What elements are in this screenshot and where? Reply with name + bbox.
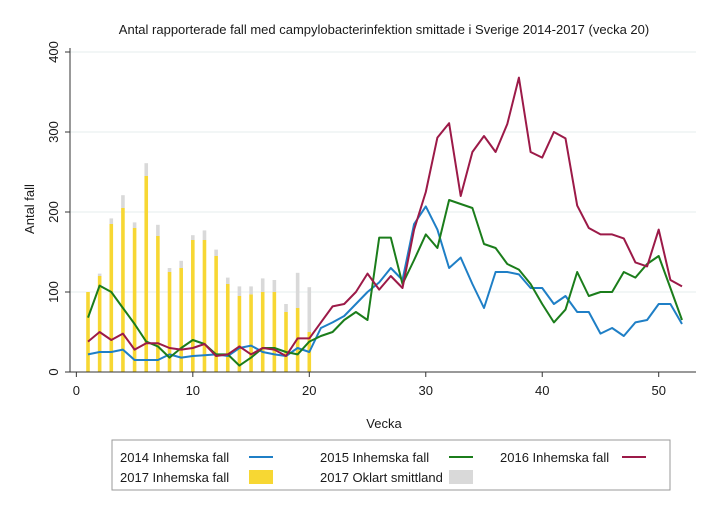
bar-2017-oklart [249,286,253,295]
bar-2017-oklart [295,272,300,308]
bar-2017-oklart [191,235,195,240]
bar-2017-inhemska [109,224,114,372]
x-tick-label: 50 [651,383,665,398]
legend-label: 2017 Oklart smittland [320,470,443,485]
y-tick-label: 400 [46,41,61,63]
legend-label: 2016 Inhemska fall [500,450,609,465]
bar-2017-inhemska [167,272,172,372]
legend: 2014 Inhemska fall 2015 Inhemska fall 2016… [111,439,671,491]
bar-2017-inhemska [156,236,160,372]
y-tick-label: 100 [46,281,61,303]
bar-2017-oklart [156,224,160,236]
series-line-2 [87,76,683,357]
bar-2017-oklart [307,287,312,332]
bar-2017-inhemska [214,256,218,372]
y-tick-label: 300 [46,121,61,143]
bar-2017-oklart [132,222,137,228]
bar-2017-inhemska [132,228,137,372]
bar-2017-inhemska [144,176,149,372]
bar-2017-oklart [97,273,102,276]
bar-2017-inhemska [272,292,277,372]
bar-2017-oklart [214,249,218,256]
legend-label: 2015 Inhemska fall [320,450,429,465]
bar-2017-oklart [225,277,230,284]
bar-2017-inhemska [121,208,125,372]
bar-2017-oklart [202,230,207,240]
bar-2017-oklart [121,195,125,208]
series-line-0 [87,205,683,361]
bar-2017-oklart [272,280,277,292]
bar-2017-inhemska [202,240,207,372]
bar-2017-inhemska [284,312,288,372]
legend-swatch [449,470,473,484]
bar-2017-inhemska [249,294,253,372]
legend-box [111,439,671,491]
x-tick-label: 20 [302,383,316,398]
bar-2017-oklart [284,304,288,312]
bar-2017-inhemska [191,240,195,372]
bar-2017-inhemska [260,292,265,372]
x-tick-label: 40 [535,383,549,398]
bar-2017-oklart [167,268,172,272]
bar-2017-oklart [144,163,149,176]
chart-title: Antal rapporterade fall med campylobacte… [119,22,649,37]
series-line-1 [87,199,683,367]
axes: 0 100 200 300 400 0 10 20 30 40 50 [46,41,696,398]
bar-2017-inhemska [86,292,90,372]
x-tick-label: 0 [73,383,80,398]
y-tick-label: 0 [46,368,61,375]
x-tick-label: 10 [186,383,200,398]
legend-swatch [249,470,273,484]
bar-2017-oklart [237,286,242,296]
series-lines [87,76,683,367]
bar-2017-inhemska [225,284,230,372]
bar-2017-oklart [109,218,114,224]
plot-area: 0 100 200 300 400 0 10 20 30 40 50 [46,41,696,398]
bar-2017-inhemska [97,276,102,372]
bar-2017-inhemska [237,296,242,372]
y-tick-label: 200 [46,201,61,223]
y-axis-title: Antal fall [22,184,37,234]
legend-label: 2014 Inhemska fall [120,450,229,465]
bar-2017-oklart [260,278,265,292]
bar-2017-oklart [179,260,183,268]
x-axis-title: Vecka [366,416,402,431]
legend-label: 2017 Inhemska fall [120,470,229,485]
x-tick-label: 30 [419,383,433,398]
bar-2017-inhemska [179,268,183,372]
